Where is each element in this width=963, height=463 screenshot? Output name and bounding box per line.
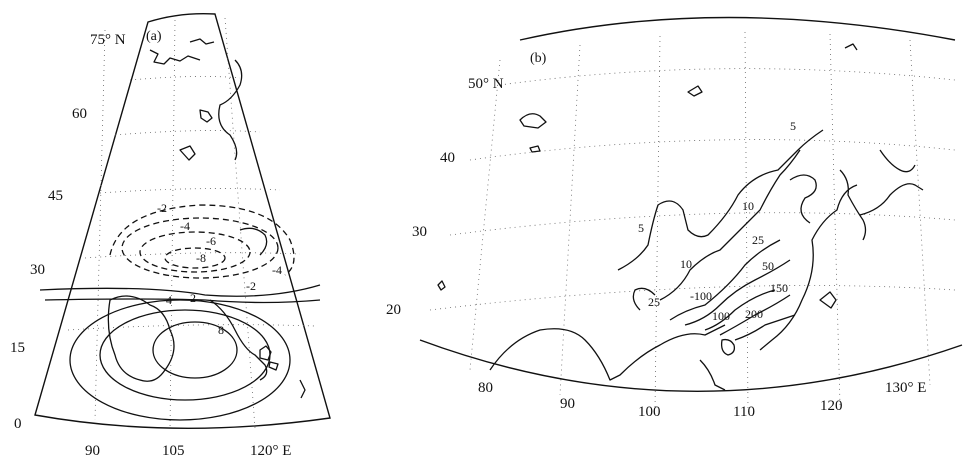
lat-label: 15 (10, 340, 25, 356)
lon-label: 80 (478, 380, 493, 396)
lat-label: 30 (30, 262, 45, 278)
contour-label: 4 (166, 293, 172, 307)
lat-label: 40 (440, 150, 455, 166)
panel-b-contour-labels: 5 10 25 50 100 150 200 5 10 25 -100 (638, 119, 796, 323)
lon-label: 120 (820, 398, 843, 414)
lat-label: 30 (412, 224, 427, 240)
contour-label: 10 (742, 199, 754, 213)
contour-label: 100 (712, 309, 730, 323)
panel-b-contours (617, 129, 824, 341)
panel-a-lon-labels: 90 105 120° E (85, 443, 291, 459)
contour-label: 50 (762, 259, 774, 273)
contour-label: -4 (272, 263, 282, 277)
lat-label: 0 (14, 416, 22, 432)
contour-label: 8 (218, 323, 224, 337)
lon-label: 90 (85, 443, 100, 459)
lat-label: 20 (386, 302, 401, 318)
contour-label: 5 (638, 221, 644, 235)
panel-a-map: -2 -4 -6 -8 -4 -2 4 2 8 (a) 75° N 60 45 … (10, 13, 331, 459)
contour-label: -2 (246, 279, 256, 293)
contour-label: 150 (770, 281, 788, 295)
contour-label: -100 (690, 289, 712, 303)
panel-b-map: 5 10 25 50 100 150 200 5 10 25 -100 (b) … (386, 16, 963, 420)
panel-b-coastlines (437, 43, 924, 391)
lat-label: 75° N (90, 32, 126, 48)
contour-label: 10 (680, 257, 692, 271)
lon-label: 120° E (250, 443, 291, 459)
contour-label: 2 (190, 291, 196, 305)
panel-a-positive-contours (39, 284, 321, 421)
contour-label: -4 (180, 219, 190, 233)
panel-a-frame (34, 13, 331, 429)
lon-label: 90 (560, 396, 575, 412)
panel-b-label: (b) (530, 51, 547, 66)
panel-a-contour-labels: -2 -4 -6 -8 -4 -2 4 2 8 (157, 201, 282, 337)
panel-b-frame-top (519, 16, 956, 41)
contour-label: 25 (648, 295, 660, 309)
lon-label: 110 (733, 404, 755, 420)
panel-a-label: (a) (146, 29, 162, 44)
panel-b-lon-labels: 80 90 100 110 120 130° E (478, 380, 926, 420)
contour-label: 200 (745, 307, 763, 321)
panel-a-negative-contours (109, 204, 295, 279)
panel-a-lat-labels: (a) 75° N 60 45 30 15 0 (10, 29, 162, 432)
contour-label: -6 (206, 234, 216, 248)
panel-b-frame-bottom (419, 339, 963, 392)
lat-label: 45 (48, 188, 63, 204)
panel-b-graticule (429, 31, 956, 413)
contour-label: -8 (196, 251, 206, 265)
lat-label: 50° N (468, 76, 504, 92)
contour-label: -2 (157, 201, 167, 215)
lat-label: 60 (72, 106, 87, 122)
lon-label: 130° E (885, 380, 926, 396)
panel-a-graticule (67, 17, 316, 431)
panel-b-lat-labels: (b) 50° N 40 30 20 (386, 51, 547, 318)
contour-label: 25 (752, 233, 764, 247)
contour-label: 5 (790, 119, 796, 133)
lon-label: 105 (162, 443, 185, 459)
lon-label: 100 (638, 404, 661, 420)
